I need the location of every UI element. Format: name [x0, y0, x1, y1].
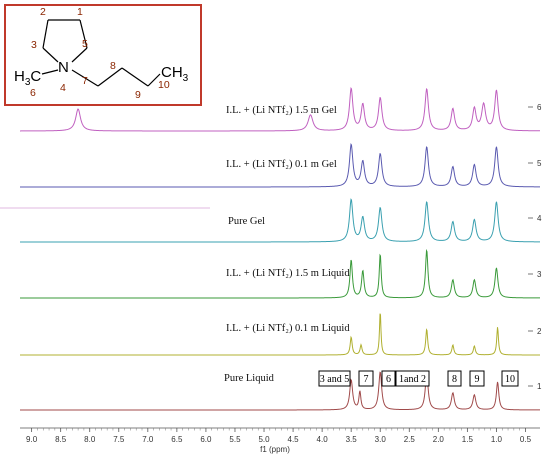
peak-box-8-label: 8	[452, 374, 457, 385]
x-tick-label: 7.0	[142, 435, 154, 444]
trace-label-15m-gel: I.L. + (Li NTf₂) 1.5 m Gel	[226, 105, 337, 116]
peak-box-7: 7	[358, 370, 374, 387]
peak-box-9-label: 9	[475, 374, 480, 385]
y-axis: 1 2 3 4 5 6	[528, 103, 542, 391]
carbon-number-6: 6	[30, 87, 36, 99]
peak-box-9: 9	[469, 370, 485, 387]
carbon-number-2: 2	[40, 6, 46, 18]
atom-ch3: CH3	[161, 64, 189, 84]
carbon-number-5: 5	[82, 38, 88, 50]
carbon-number-8: 8	[110, 60, 116, 72]
x-tick-label: 8.0	[84, 435, 96, 444]
x-tick-label: 1.5	[462, 435, 474, 444]
x-tick-label: 4.0	[317, 435, 329, 444]
carbon-number-3: 3	[31, 39, 37, 51]
x-tick-label: 5.5	[229, 435, 241, 444]
x-tick-label: 5.0	[258, 435, 270, 444]
trace-label-pure-liquid: Pure Liquid	[224, 373, 275, 384]
trace-label-15m-liquid: I.L. + (Li NTf₂) 1.5 m Liquid	[226, 268, 350, 279]
peak-box-1-2-label: 1and 2	[399, 374, 426, 385]
spectra-traces	[20, 86, 541, 411]
x-tick-label: 1.0	[491, 435, 503, 444]
structure-inset: N H3C CH3 1 2 3 4 5 6 7 8 9 10	[4, 4, 202, 106]
x-tick-label: 8.5	[55, 435, 67, 444]
carbon-number-1: 1	[77, 6, 83, 18]
y-tick-label: 5	[537, 159, 542, 168]
peak-box-3-5: 3 and 5	[318, 370, 351, 387]
carbon-number-9: 9	[135, 89, 141, 101]
atom-n: N	[58, 59, 69, 76]
peak-box-7-label: 7	[364, 374, 369, 385]
carbon-number-7: 7	[82, 75, 88, 87]
carbon-number-4: 4	[60, 82, 66, 94]
series-line-4	[20, 198, 540, 243]
x-tick-label: 6.0	[200, 435, 212, 444]
trace-label-pure-gel: Pure Gel	[228, 216, 265, 227]
peak-box-6-label: 6	[386, 374, 391, 385]
x-axis-title: f1 (ppm)	[260, 445, 290, 454]
series-line-5	[20, 143, 540, 188]
x-tick-label: 3.0	[375, 435, 387, 444]
x-tick-label: 3.5	[346, 435, 358, 444]
y-tick-label: 6	[537, 103, 542, 112]
x-tick-label: 6.5	[171, 435, 183, 444]
x-tick-label: 0.5	[520, 435, 532, 444]
trace-label-01m-liquid: I.L. + (Li NTf₂) 0.1 m Liquid	[226, 323, 350, 334]
carbon-number-10: 10	[158, 79, 170, 91]
peak-box-8: 8	[447, 370, 462, 387]
peak-box-3-5-label: 3 and 5	[320, 374, 349, 385]
peak-box-10-label: 10	[505, 374, 515, 385]
y-tick-label: 2	[537, 327, 542, 336]
y-tick-label: 1	[537, 382, 542, 391]
x-tick-label: 9.0	[26, 435, 38, 444]
peak-box-6: 6	[381, 370, 396, 387]
y-tick-label: 4	[537, 214, 542, 223]
x-tick-label: 2.5	[404, 435, 416, 444]
peak-box-10: 10	[501, 370, 519, 387]
series-line-3	[20, 248, 540, 299]
x-tick-label: 4.5	[288, 435, 300, 444]
series-line-1	[20, 371, 540, 411]
trace-label-01m-gel: I.L. + (Li NTf₂) 0.1 m Gel	[226, 159, 337, 170]
atom-h3c: H3C	[14, 68, 41, 88]
y-tick-label: 3	[537, 270, 542, 279]
series-line-6	[20, 86, 541, 132]
peak-box-1-2: 1and 2	[395, 370, 430, 387]
x-tick-label: 7.5	[113, 435, 125, 444]
x-axis: 9.0 8.5 8.0 7.5 7.0 6.5 6.0 5.5 5.0 4.5 4.0 3.5 3.0 2…	[20, 427, 540, 444]
series-line-2	[20, 313, 540, 356]
inset-border	[4, 4, 202, 106]
x-tick-label: 2.0	[433, 435, 445, 444]
